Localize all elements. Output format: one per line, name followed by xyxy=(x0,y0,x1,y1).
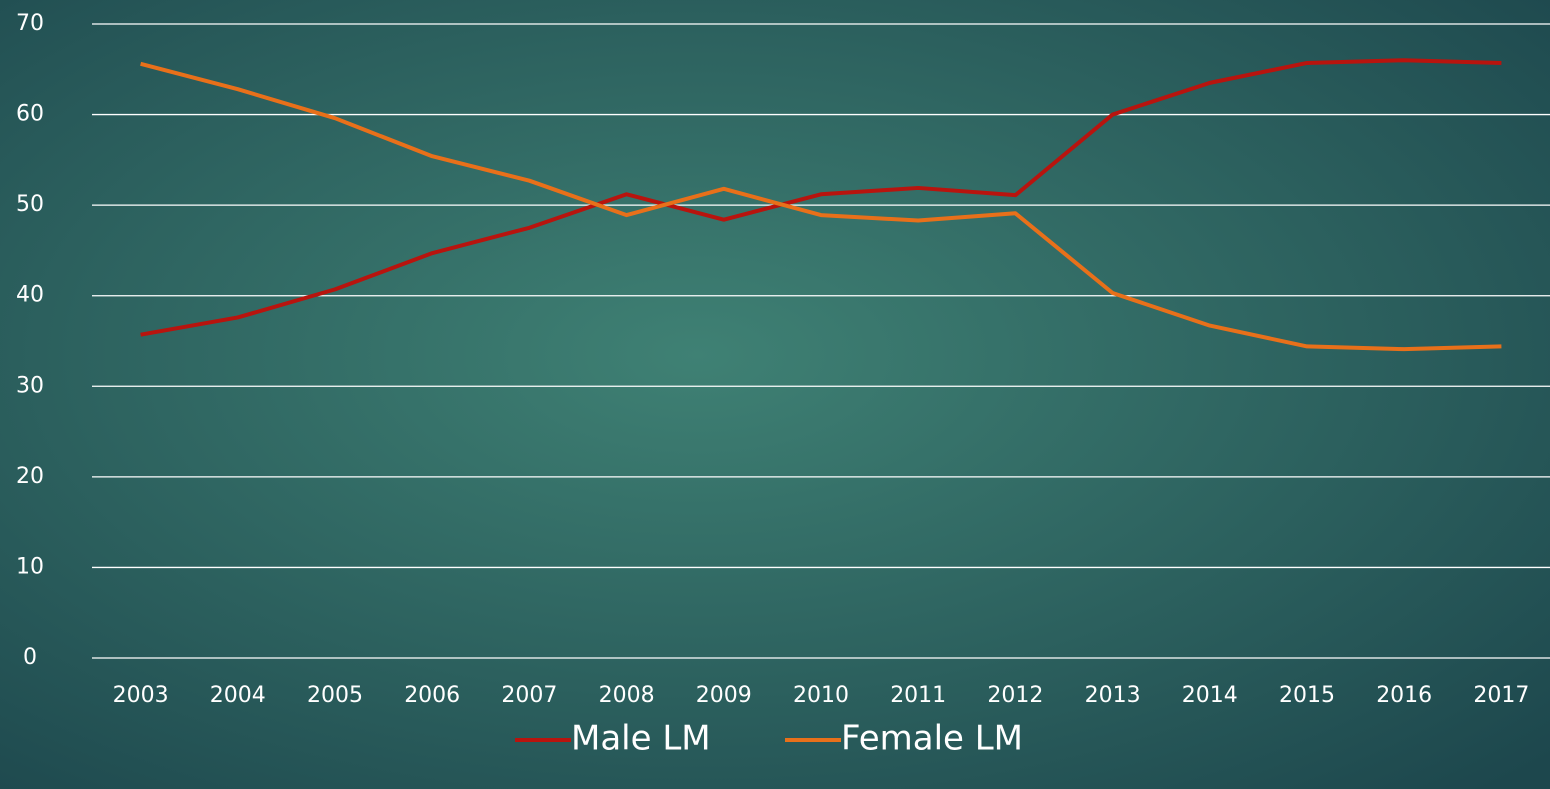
x-tick-label: 2014 xyxy=(1182,683,1238,708)
y-tick-label: 70 xyxy=(16,11,44,36)
y-tick-label: 30 xyxy=(16,373,44,398)
x-tick-label: 2016 xyxy=(1376,683,1432,708)
y-tick-label: 50 xyxy=(16,192,44,217)
x-tick-label: 2006 xyxy=(404,683,460,708)
y-tick-label: 40 xyxy=(16,283,44,308)
y-tick-label: 20 xyxy=(16,464,44,489)
data-line xyxy=(140,61,1502,352)
x-tick-label: 2005 xyxy=(307,683,363,708)
legend-label: Female LM xyxy=(841,719,1023,759)
x-tick-label: 2015 xyxy=(1279,683,1335,708)
y-tick-label: 60 xyxy=(16,102,44,127)
legend-label: Male LM xyxy=(571,719,711,759)
x-tick-label: 2012 xyxy=(987,683,1043,708)
x-tick-label: 2010 xyxy=(793,683,849,708)
x-tick-label: 2009 xyxy=(696,683,752,708)
x-tick-label: 2003 xyxy=(113,683,169,708)
y-tick-label: 10 xyxy=(16,554,44,579)
y-tick-label: 0 xyxy=(23,645,37,670)
x-tick-label: 2007 xyxy=(501,683,557,708)
x-tick-label: 2004 xyxy=(210,683,266,708)
x-tick-label: 2013 xyxy=(1085,683,1141,708)
x-tick-label: 2017 xyxy=(1473,683,1529,708)
x-tick-label: 2008 xyxy=(599,683,655,708)
x-tick-label: 2011 xyxy=(890,683,946,708)
data-line xyxy=(140,58,1502,337)
